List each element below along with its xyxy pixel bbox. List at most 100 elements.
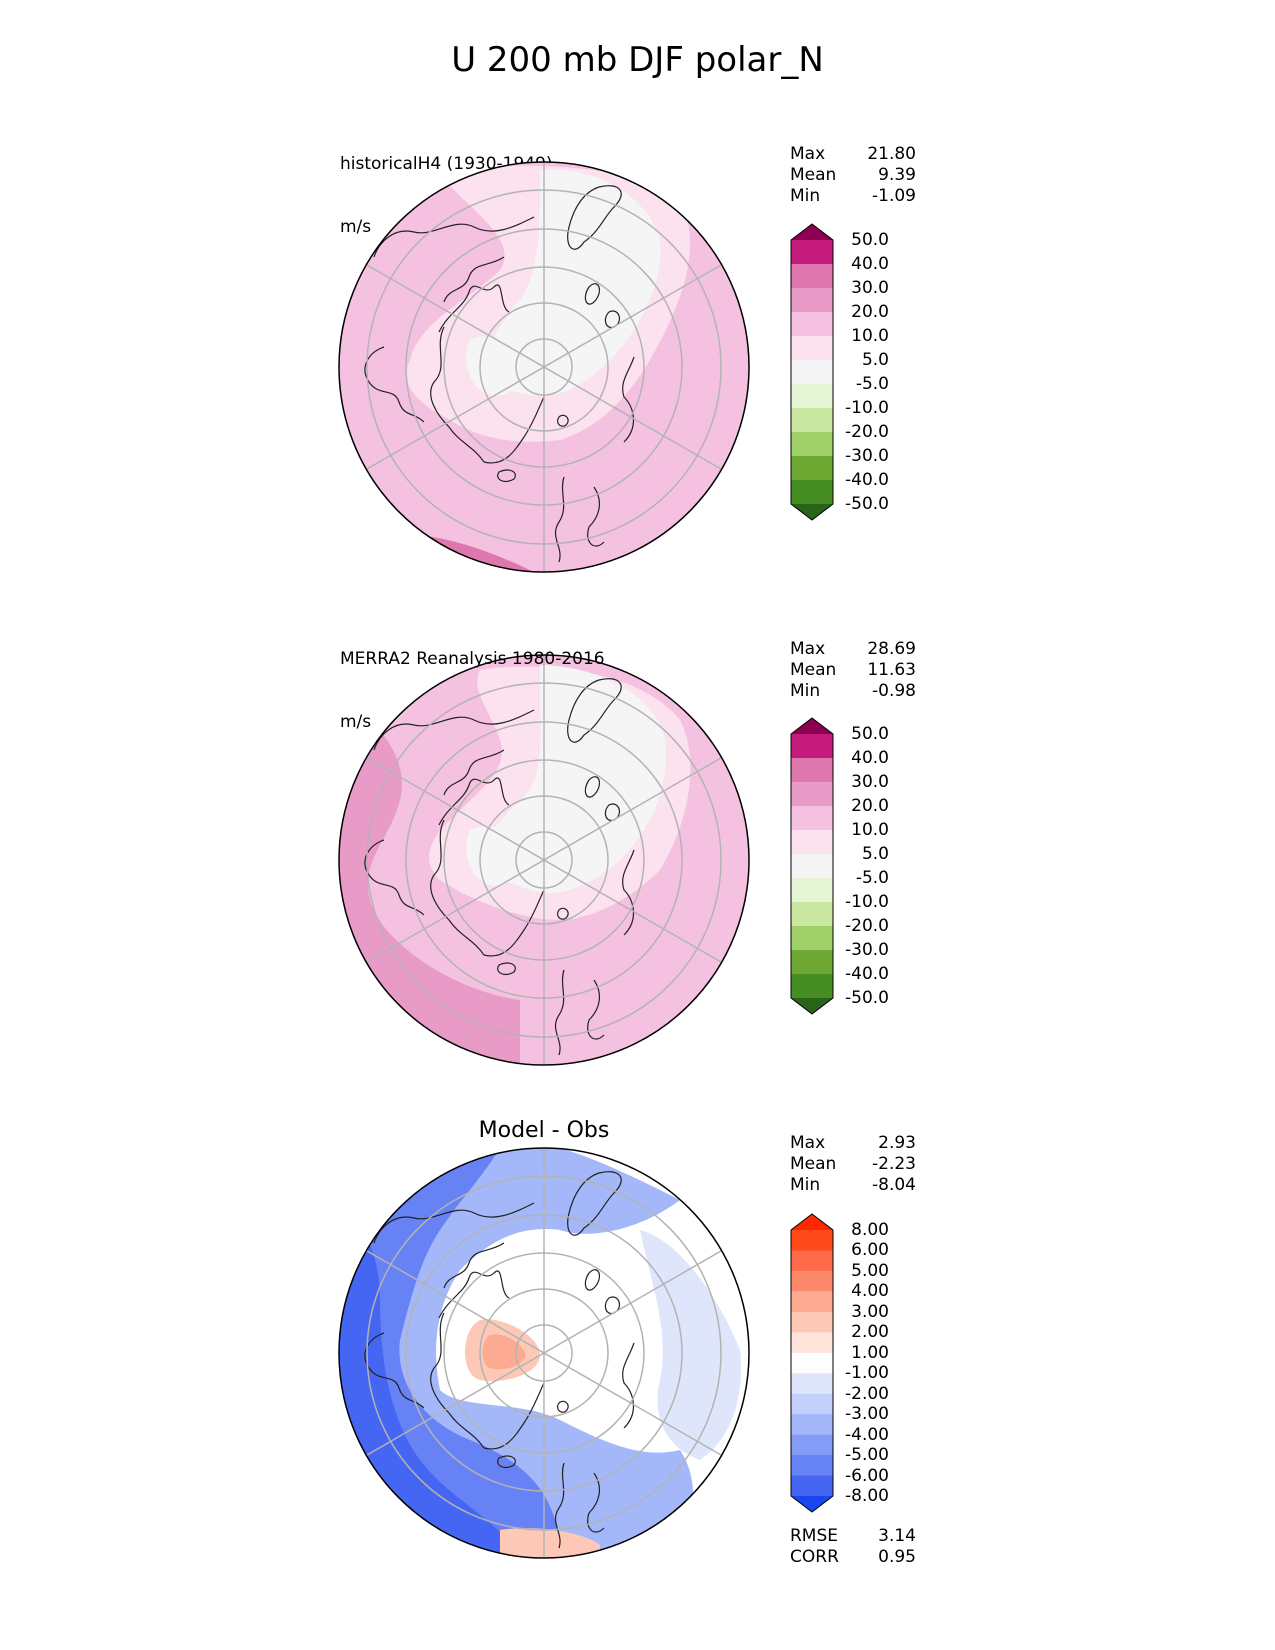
colorbar-segment	[791, 288, 833, 313]
stat-label: RMSE	[790, 1526, 839, 1546]
colorbar-tick-label: 5.0	[861, 844, 889, 864]
colorbar-tick-label: -40.0	[845, 964, 889, 984]
colorbar-tick-label: 5.0	[861, 350, 889, 370]
panel-3-stats: Max 2.93 Mean -2.23 Min -8.04	[790, 1133, 916, 1196]
colorbar-segment	[791, 456, 833, 481]
colorbar-2	[790, 717, 834, 1015]
stat-label: CORR	[790, 1547, 839, 1567]
colorbar-tick-label: -2.00	[845, 1383, 889, 1404]
colorbar-tick-label: 8.00	[851, 1220, 889, 1240]
stat-value: 11.63	[867, 660, 916, 680]
colorbar-segment	[791, 878, 833, 903]
colorbar-tick-label: 20.0	[851, 796, 889, 816]
colorbar-tick-label: -1.00	[845, 1363, 889, 1384]
colorbar-tick-label: 30.0	[851, 278, 889, 298]
colorbar-tick-label: -6.00	[845, 1465, 889, 1486]
colorbar-segment	[791, 1250, 833, 1272]
colorbar-segment	[791, 408, 833, 433]
colorbar-segment	[791, 1475, 833, 1497]
colorbar-tick-label: -10.0	[845, 892, 889, 912]
colorbar-segment	[791, 1373, 833, 1395]
colorbar-tick-label: -30.0	[845, 446, 889, 466]
colorbar-segment	[791, 264, 833, 289]
stat-label: Mean	[790, 1154, 837, 1174]
colorbar-segment	[791, 926, 833, 951]
colorbar-tick-label: -10.0	[845, 398, 889, 418]
colorbar-segment	[791, 1291, 833, 1313]
colorbar-tick-label: 40.0	[851, 254, 889, 274]
colorbar-outline	[790, 223, 834, 521]
colorbar-tick-label: 40.0	[851, 748, 889, 768]
panel-3-extra-stats: RMSE 3.14 CORR 0.95	[790, 1526, 916, 1568]
panel-2-stats: Max 28.69 Mean 11.63 Min -0.98	[790, 639, 916, 702]
panel-2-map	[338, 654, 750, 1066]
colorbar-segment	[791, 974, 833, 999]
colorbar-tick-label: -5.0	[855, 868, 889, 888]
colorbar-segment	[791, 432, 833, 457]
colorbar-segment	[791, 950, 833, 975]
colorbar-extend-top	[791, 1214, 833, 1230]
stat-label: Max	[790, 144, 826, 164]
colorbar-extend-top	[791, 718, 833, 734]
panel-1-stats: Max 21.80 Mean 9.39 Min -1.09	[790, 144, 916, 207]
colorbar-segment	[791, 1332, 833, 1354]
colorbar-segment	[791, 1434, 833, 1456]
colorbar-tick-label: 4.00	[851, 1281, 889, 1302]
colorbar-segment	[791, 1270, 833, 1292]
stat-label: Min	[790, 186, 821, 206]
colorbar-tick-label: -20.0	[845, 916, 889, 936]
colorbar-segment	[791, 240, 833, 265]
colorbar-tick-label: -50.0	[845, 988, 889, 1008]
colorbar-tick-label: -3.00	[845, 1404, 889, 1425]
stat-label: Mean	[790, 165, 837, 185]
stat-value: -0.98	[872, 681, 916, 701]
panel-2-title-line1: MERRA2 Reanalysis 1980-2016	[340, 649, 605, 669]
colorbar-tick-label: 50.0	[851, 724, 889, 744]
colorbar-extend-bottom	[791, 504, 833, 520]
stat-value: 9.39	[878, 165, 916, 185]
colorbar-segment	[791, 360, 833, 385]
stat-value: -8.04	[872, 1175, 916, 1195]
colorbar-segment	[791, 758, 833, 783]
colorbar-tick-label: -40.0	[845, 470, 889, 490]
stat-value: 0.95	[878, 1547, 916, 1567]
colorbar-segment	[791, 1311, 833, 1333]
colorbar-tick-label: 5.00	[851, 1260, 889, 1281]
colorbar-tick-label: -5.0	[855, 374, 889, 394]
colorbar-segment	[791, 1414, 833, 1436]
colorbar-tick-label: 20.0	[851, 302, 889, 322]
colorbar-segment	[791, 806, 833, 831]
stat-value: -1.09	[872, 186, 916, 206]
stat-value: 3.14	[878, 1526, 916, 1546]
colorbar-segment	[791, 1230, 833, 1251]
colorbar-3	[790, 1213, 834, 1513]
colorbar-extend-bottom	[791, 998, 833, 1014]
figure-title: U 200 mb DJF polar_N	[451, 40, 824, 80]
colorbar-segment	[791, 734, 833, 759]
colorbar-segment	[791, 1393, 833, 1415]
colorbar-outline	[790, 717, 834, 1015]
colorbar-tick-label: -8.00	[845, 1486, 889, 1506]
panel-1-map	[338, 161, 750, 573]
colorbar-segment	[791, 782, 833, 807]
stat-label: Mean	[790, 660, 837, 680]
colorbar-tick-label: -5.00	[845, 1445, 889, 1466]
colorbar-tick-label: 30.0	[851, 772, 889, 792]
panel-1-units: m/s	[340, 217, 372, 237]
colorbar-outline	[790, 1213, 834, 1513]
colorbar-segment	[791, 336, 833, 361]
colorbar-extend-top	[791, 224, 833, 240]
stat-value: 2.93	[878, 1133, 916, 1153]
stat-value: -2.23	[872, 1154, 916, 1174]
colorbar-segment	[791, 312, 833, 337]
stat-label: Min	[790, 681, 821, 701]
stat-label: Max	[790, 639, 826, 659]
colorbar-segment	[791, 1352, 833, 1374]
panel-2-units: m/s	[340, 712, 372, 732]
colorbar-tick-label: -50.0	[845, 494, 889, 514]
panel-3-title: Model - Obs	[478, 1118, 610, 1143]
colorbar-segment	[791, 854, 833, 879]
colorbar-segment	[791, 384, 833, 409]
